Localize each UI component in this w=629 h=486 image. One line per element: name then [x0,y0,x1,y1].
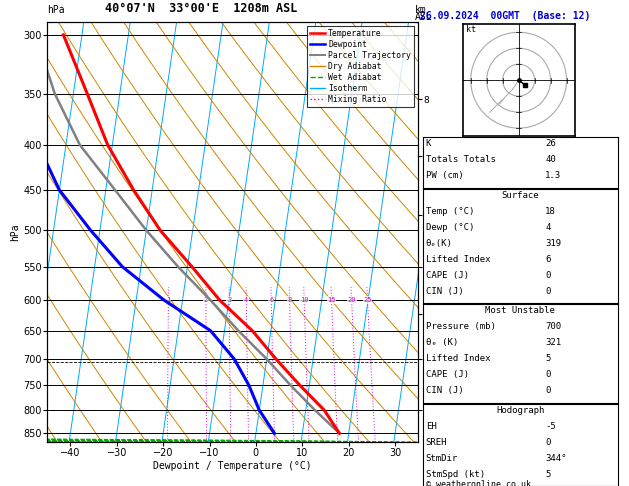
Text: 26.09.2024  00GMT  (Base: 12): 26.09.2024 00GMT (Base: 12) [420,11,591,21]
Legend: Temperature, Dewpoint, Parcel Trajectory, Dry Adiabat, Wet Adiabat, Isotherm, Mi: Temperature, Dewpoint, Parcel Trajectory… [307,26,415,107]
Text: 319: 319 [545,239,562,248]
Text: 6: 6 [545,255,551,264]
Text: 1: 1 [166,297,170,303]
Text: hPa: hPa [47,4,65,15]
Text: 1.3: 1.3 [545,171,562,180]
Text: Hodograph: Hodograph [496,406,544,415]
Text: -5: -5 [545,422,556,431]
Text: Most Unstable: Most Unstable [485,306,555,315]
Text: km: km [415,4,427,15]
Text: Dewp (°C): Dewp (°C) [426,223,474,232]
Text: 15: 15 [327,297,336,303]
Text: EH: EH [426,422,437,431]
Text: StmSpd (kt): StmSpd (kt) [426,470,485,479]
Text: 0: 0 [545,438,551,447]
Text: 0: 0 [545,287,551,296]
Text: 321: 321 [545,338,562,347]
Text: 4: 4 [545,223,551,232]
Text: PW (cm): PW (cm) [426,171,464,180]
Text: CIN (J): CIN (J) [426,287,464,296]
Text: Surface: Surface [501,191,539,200]
Text: Lifted Index: Lifted Index [426,354,491,364]
Y-axis label: Mixing Ratio (g/kg): Mixing Ratio (g/kg) [435,185,443,279]
Text: 0: 0 [545,386,551,396]
Text: 20: 20 [347,297,356,303]
Text: 0: 0 [545,271,551,280]
Text: CIN (J): CIN (J) [426,386,464,396]
Text: θₑ (K): θₑ (K) [426,338,458,347]
Text: 3: 3 [227,297,231,303]
Text: 700: 700 [545,322,562,331]
Text: 344°: 344° [545,454,567,463]
Text: 0: 0 [545,370,551,380]
X-axis label: Dewpoint / Temperature (°C): Dewpoint / Temperature (°C) [153,461,312,470]
Text: ASL: ASL [415,12,433,22]
Text: StmDir: StmDir [426,454,458,463]
Text: 5: 5 [545,470,551,479]
Text: © weatheronline.co.uk: © weatheronline.co.uk [426,480,531,486]
Text: Pressure (mb): Pressure (mb) [426,322,496,331]
Text: K: K [426,139,431,148]
Text: CAPE (J): CAPE (J) [426,271,469,280]
Text: CAPE (J): CAPE (J) [426,370,469,380]
Text: Temp (°C): Temp (°C) [426,207,474,216]
Text: Lifted Index: Lifted Index [426,255,491,264]
Text: kt: kt [466,25,476,35]
Text: 25: 25 [363,297,372,303]
Text: 40°07'N  33°00'E  1208m ASL: 40°07'N 33°00'E 1208m ASL [105,1,298,15]
Text: 18: 18 [545,207,556,216]
Text: 4: 4 [244,297,248,303]
Y-axis label: hPa: hPa [10,223,20,241]
Text: 8: 8 [287,297,292,303]
Text: θₑ(K): θₑ(K) [426,239,453,248]
Text: 40: 40 [545,155,556,164]
Text: SREH: SREH [426,438,447,447]
Text: 5: 5 [545,354,551,364]
Text: 6: 6 [269,297,274,303]
Text: 2: 2 [204,297,208,303]
Text: LCL: LCL [422,357,437,366]
Text: 10: 10 [300,297,308,303]
Text: 26: 26 [545,139,556,148]
Text: Totals Totals: Totals Totals [426,155,496,164]
